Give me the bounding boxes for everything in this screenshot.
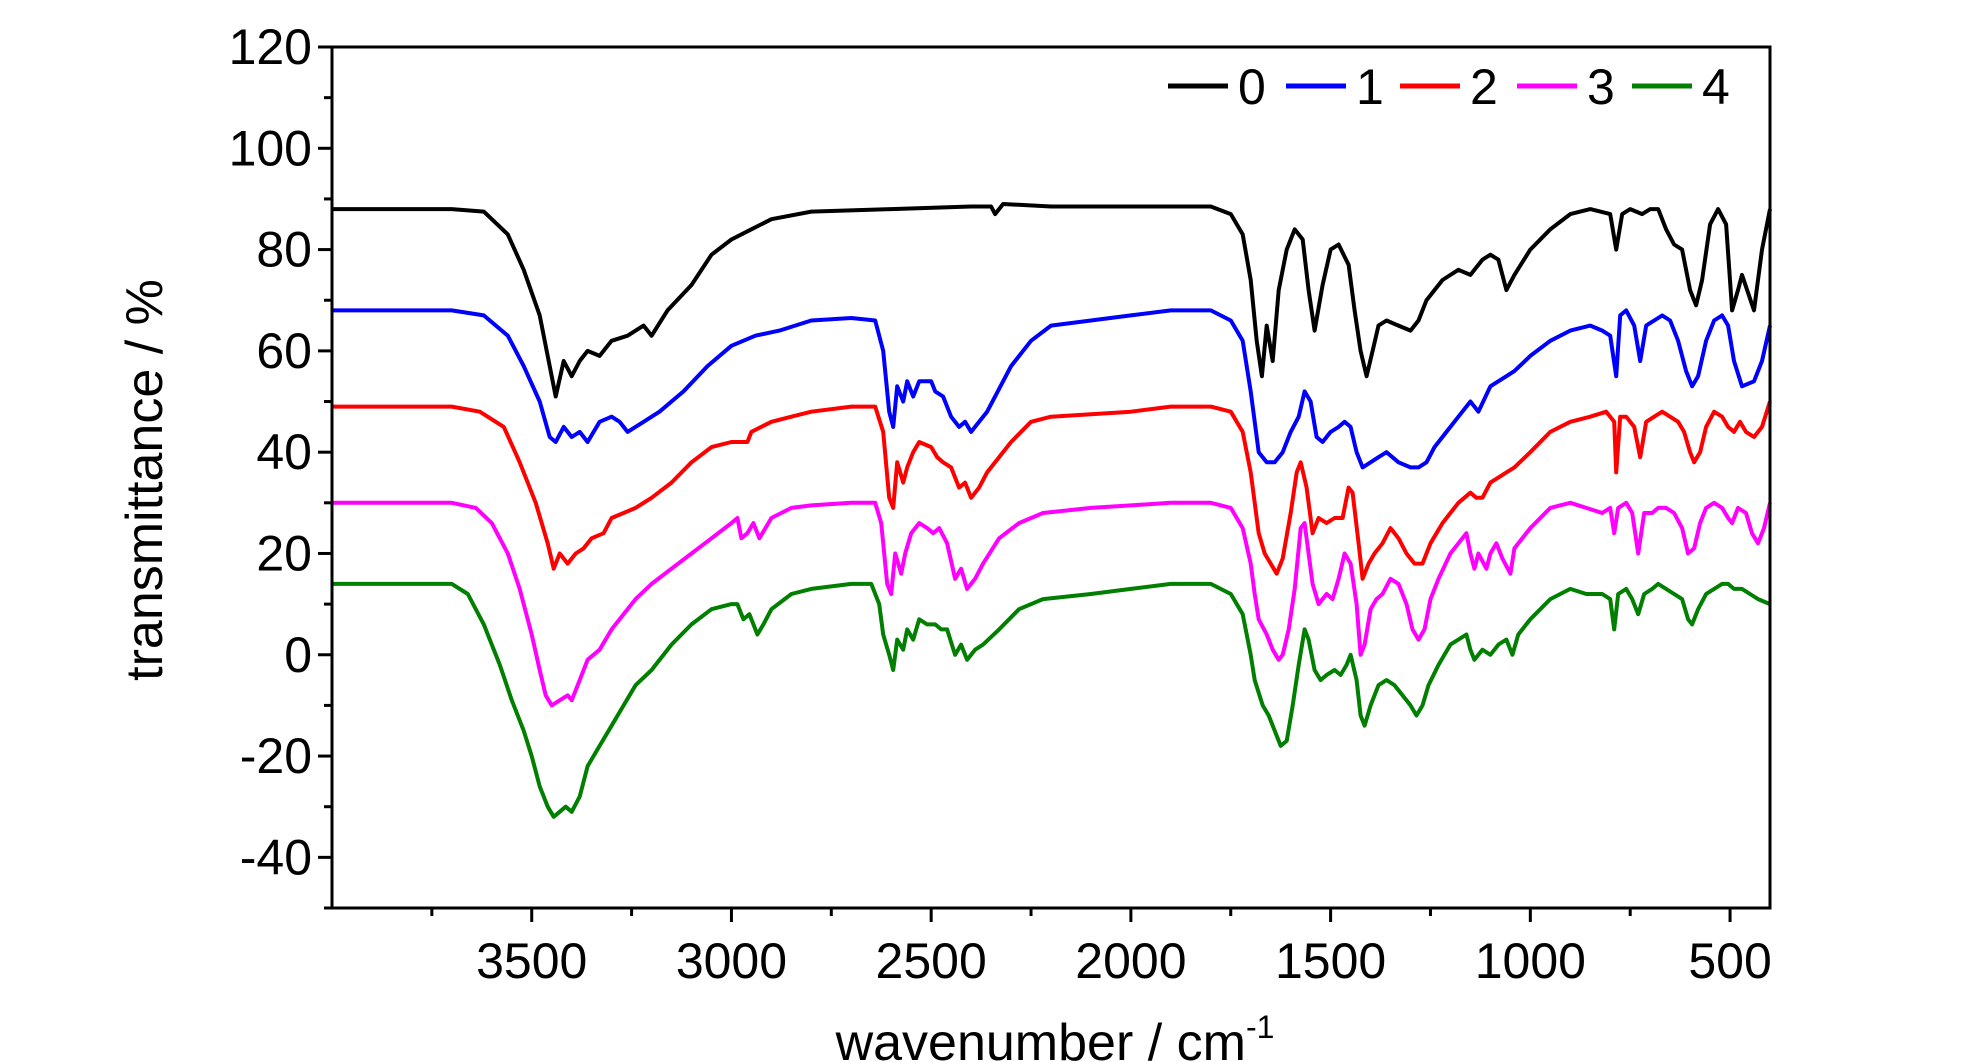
series-line-3 — [332, 500, 1772, 708]
plot-frame — [330, 45, 1772, 910]
x-tick-label: 500 — [1688, 933, 1771, 989]
x-tick-label: 2500 — [876, 933, 987, 989]
legend-label-3: 3 — [1587, 59, 1615, 115]
legend: 0 1 2 3 4 — [1168, 59, 1730, 115]
y-tick-label: -20 — [240, 728, 312, 784]
x-axis-title-main: wavenumber / cm — [835, 1014, 1246, 1062]
y-axis-title: transmittance / % — [116, 279, 174, 681]
series-line-4 — [332, 581, 1771, 819]
y-tick-label: 120 — [229, 19, 312, 75]
x-axis-title: wavenumber / cm-1 — [835, 1009, 1275, 1062]
x-tick-label: 1000 — [1475, 933, 1586, 989]
y-tick-label: 40 — [256, 424, 312, 480]
y-tick-label: 80 — [256, 222, 312, 278]
legend-label-4: 4 — [1702, 59, 1730, 115]
series-line-2 — [332, 400, 1772, 581]
series-line-1 — [332, 308, 1772, 470]
x-axis-title-superscript: -1 — [1246, 1009, 1274, 1045]
series-line-0 — [332, 202, 1772, 399]
x-tick-label: 3000 — [676, 933, 787, 989]
legend-label-2: 2 — [1470, 59, 1498, 115]
x-tick-label: 3500 — [476, 933, 587, 989]
x-tick-label: 2000 — [1075, 933, 1186, 989]
legend-label-1: 1 — [1356, 59, 1384, 115]
y-tick-label: 20 — [256, 525, 312, 581]
y-tick-label: 0 — [284, 627, 312, 683]
y-tick-label: -40 — [240, 829, 312, 885]
y-tick-label: 100 — [229, 120, 312, 176]
series-layer — [332, 202, 1772, 819]
y-tick-label: 60 — [256, 323, 312, 379]
x-tick-label: 1500 — [1275, 933, 1386, 989]
legend-label-0: 0 — [1238, 59, 1266, 115]
ticks-layer — [318, 45, 1732, 922]
